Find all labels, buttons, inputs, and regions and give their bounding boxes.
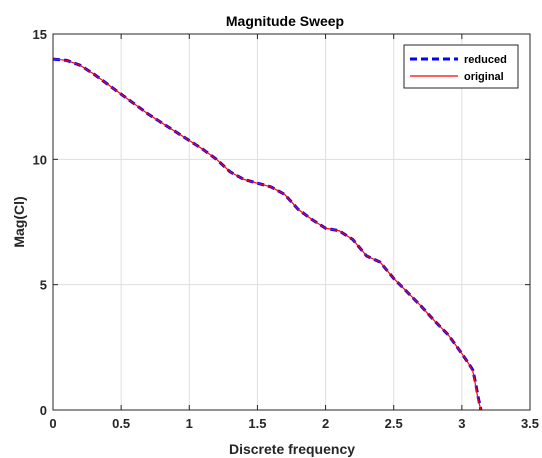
plot-area	[53, 34, 530, 410]
y-tick-label: 0	[40, 403, 47, 418]
ticks: 0 0.5 1 1.5 2 2.5 3 3.5 0 5 10 15	[33, 27, 540, 431]
x-tick-label: 3.5	[521, 416, 539, 431]
x-tick-label: 0	[49, 416, 56, 431]
legend-label-original: original	[464, 71, 504, 83]
x-axis-label: Discrete frequency	[229, 441, 355, 457]
series-layer	[52, 57, 483, 411]
x-tick-label: 0.5	[112, 416, 130, 431]
x-tick-label: 1	[186, 416, 193, 431]
series-line-original	[52, 58, 482, 411]
plot-frame	[52, 33, 531, 411]
x-tick-label: 2	[322, 416, 329, 431]
legend-box	[403, 44, 519, 89]
legend: reduced original	[403, 44, 519, 89]
y-axis-label: Mag(Cl)	[11, 196, 27, 247]
legend-label-reduced: reduced	[464, 54, 507, 66]
chart-title: Magnitude Sweep	[226, 13, 344, 29]
y-tick-label: 10	[33, 152, 47, 167]
x-tick-label: 3	[458, 416, 465, 431]
y-tick-label: 5	[40, 278, 47, 293]
y-tick-label: 15	[33, 27, 47, 42]
x-tick-label: 2.5	[385, 416, 403, 431]
x-tick-label: 1.5	[248, 416, 266, 431]
